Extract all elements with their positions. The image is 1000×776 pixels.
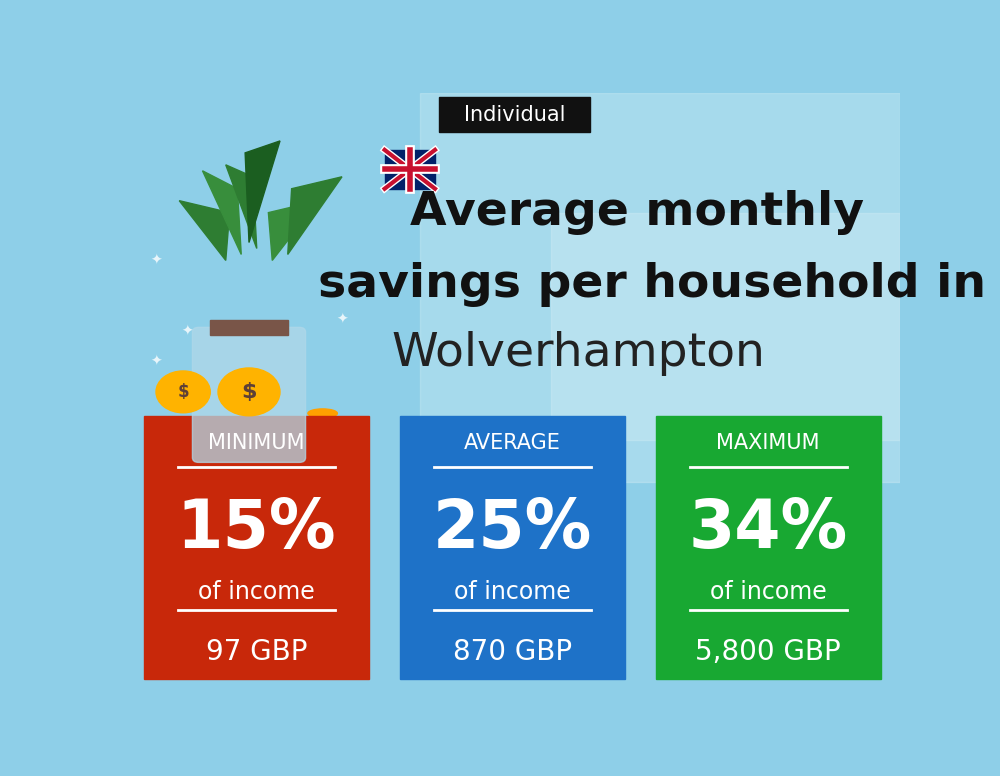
Text: of income: of income <box>454 580 571 604</box>
Polygon shape <box>202 171 241 255</box>
Text: ✦: ✦ <box>150 254 162 268</box>
Text: Individual: Individual <box>464 105 565 125</box>
Text: 870 GBP: 870 GBP <box>453 638 572 666</box>
Polygon shape <box>245 141 280 242</box>
Ellipse shape <box>257 449 288 460</box>
Ellipse shape <box>308 409 337 417</box>
Text: $: $ <box>177 383 189 401</box>
Text: $: $ <box>241 382 257 402</box>
Text: 5,800 GBP: 5,800 GBP <box>695 638 841 666</box>
Ellipse shape <box>202 449 234 460</box>
Text: 25%: 25% <box>433 497 592 563</box>
Text: 34%: 34% <box>689 497 848 563</box>
Text: Wolverhampton: Wolverhampton <box>391 331 765 376</box>
Text: of income: of income <box>198 580 315 604</box>
Bar <box>439 97 590 132</box>
Text: ✦: ✦ <box>181 325 193 339</box>
Polygon shape <box>179 201 230 261</box>
Text: AVERAGE: AVERAGE <box>464 433 561 452</box>
Text: of income: of income <box>710 580 827 604</box>
Circle shape <box>218 368 280 416</box>
Ellipse shape <box>308 420 337 428</box>
Ellipse shape <box>179 443 210 454</box>
Bar <box>144 416 369 679</box>
Text: 97 GBP: 97 GBP <box>206 638 308 666</box>
Ellipse shape <box>308 431 337 439</box>
Ellipse shape <box>308 442 337 450</box>
Circle shape <box>156 371 210 413</box>
Text: ✦: ✦ <box>336 314 348 327</box>
Bar <box>385 150 435 189</box>
Bar <box>656 416 881 679</box>
Bar <box>420 93 900 440</box>
Text: 15%: 15% <box>177 497 337 563</box>
Ellipse shape <box>230 452 261 463</box>
Ellipse shape <box>280 445 311 456</box>
Bar <box>551 213 900 481</box>
Bar <box>210 320 288 335</box>
Text: MAXIMUM: MAXIMUM <box>716 433 820 452</box>
Text: ✦: ✦ <box>150 355 162 369</box>
Bar <box>400 416 625 679</box>
Polygon shape <box>288 177 342 255</box>
Text: Average monthly: Average monthly <box>410 190 864 235</box>
Text: savings per household in: savings per household in <box>318 262 986 307</box>
FancyBboxPatch shape <box>192 327 306 462</box>
Text: MINIMUM: MINIMUM <box>208 433 305 452</box>
Polygon shape <box>226 165 257 248</box>
Polygon shape <box>268 201 319 261</box>
